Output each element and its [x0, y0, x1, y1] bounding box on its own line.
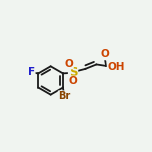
Text: OH: OH — [108, 62, 125, 72]
Text: O: O — [64, 59, 73, 69]
Text: O: O — [100, 49, 109, 59]
Text: Br: Br — [59, 91, 71, 101]
Text: F: F — [28, 67, 35, 77]
Text: O: O — [69, 76, 78, 86]
Text: S: S — [69, 66, 77, 79]
